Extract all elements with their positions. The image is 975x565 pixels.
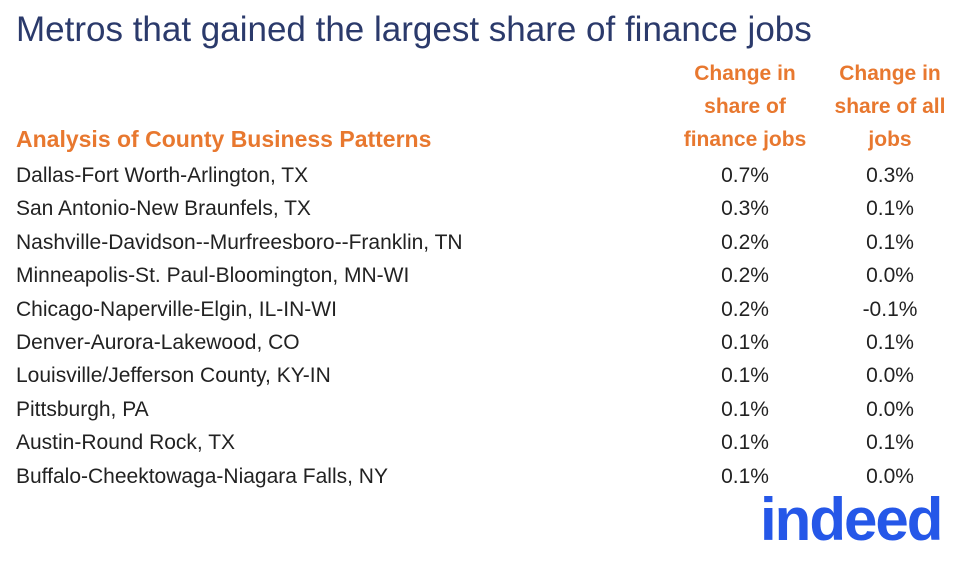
finance-change: 0.1%	[721, 464, 769, 488]
all-jobs-change: 0.1%	[866, 197, 914, 221]
metro-name: Louisville/Jefferson County, KY-IN	[16, 364, 331, 388]
subtitle: Analysis of County Business Patterns	[16, 126, 432, 152]
all-jobs-change: 0.3%	[866, 164, 914, 187]
column-header: finance jobs	[683, 128, 807, 151]
finance-change: 0.1%	[721, 397, 769, 421]
finance-change: 0.1%	[721, 364, 769, 388]
finance-change: 0.1%	[721, 331, 769, 354]
column-header: share of	[704, 95, 786, 118]
metro-name: Dallas-Fort Worth-Arlington, TX	[16, 164, 309, 187]
finance-change: 0.1%	[721, 431, 769, 455]
metro-name: Nashville-Davidson--Murfreesboro--Frankl…	[16, 230, 463, 254]
metro-name: Buffalo-Cheektowaga-Niagara Falls, NY	[16, 464, 388, 488]
all-jobs-change: -0.1%	[862, 297, 918, 321]
metro-name: Chicago-Naperville-Elgin, IL-IN-WI	[16, 297, 337, 321]
column-header: jobs	[868, 128, 912, 151]
column-header: share of all	[834, 95, 946, 118]
column-header: Change in	[694, 62, 796, 85]
column-header: Change in	[839, 62, 941, 85]
finance-change: 0.2%	[721, 230, 769, 254]
finance-change: 0.2%	[721, 297, 769, 321]
all-jobs-change: 0.1%	[866, 230, 914, 254]
finance-change: 0.2%	[721, 264, 769, 288]
all-jobs-change: 0.1%	[866, 431, 914, 455]
all-jobs-change: 0.1%	[866, 331, 914, 354]
metro-name: San Antonio-New Braunfels, TX	[16, 197, 311, 221]
all-jobs-change: 0.0%	[866, 464, 914, 488]
metro-name: Austin-Round Rock, TX	[16, 431, 236, 455]
metro-name: Minneapolis-St. Paul-Bloomington, MN-WI	[16, 264, 410, 288]
finance-change: 0.3%	[721, 197, 769, 221]
all-jobs-change: 0.0%	[866, 264, 914, 288]
logo: indeed	[760, 486, 943, 553]
metro-name: Pittsburgh, PA	[16, 397, 149, 421]
finance-change: 0.7%	[721, 164, 769, 187]
all-jobs-change: 0.0%	[866, 364, 914, 388]
metro-name: Denver-Aurora-Lakewood, CO	[16, 331, 300, 354]
title: Metros that gained the largest share of …	[16, 10, 812, 49]
all-jobs-change: 0.0%	[866, 397, 914, 421]
